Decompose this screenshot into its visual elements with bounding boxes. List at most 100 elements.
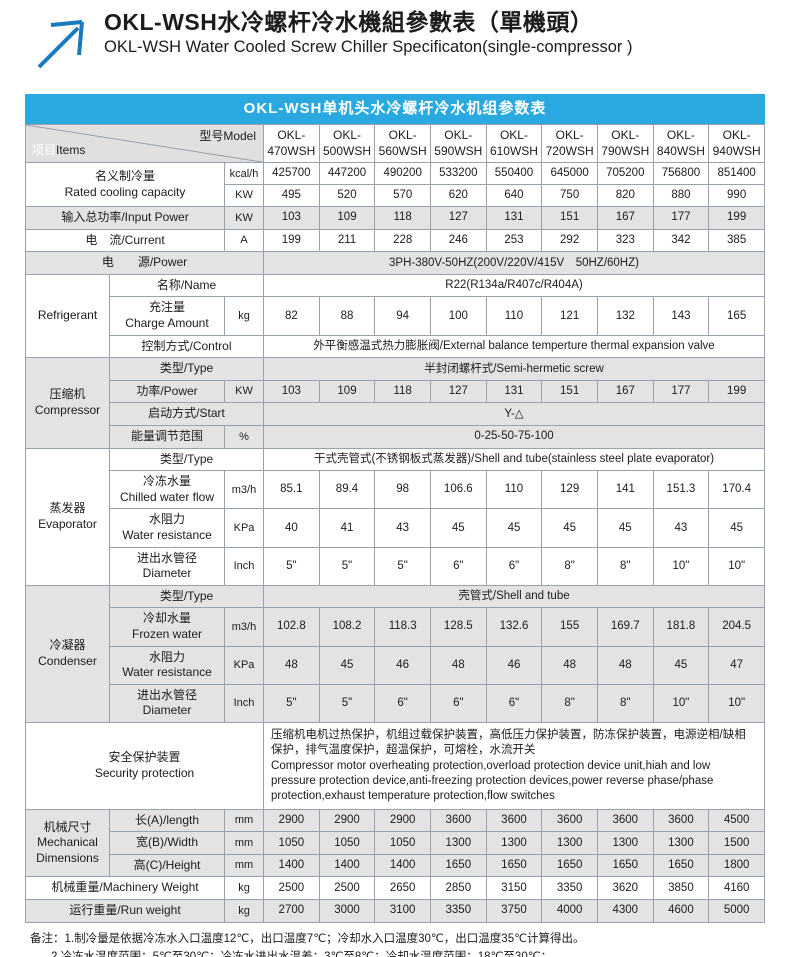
value-cell: 10" <box>652 683 710 723</box>
table-row: 水阻力 Water resistance KPa 48 45 46 48 46 48 48 45 47 <box>26 645 765 685</box>
row-label: 类型/Type <box>108 447 265 472</box>
unit-cell: A <box>223 228 265 253</box>
model-axis-label: 型号Model <box>199 129 257 143</box>
model-header: OKL- 590WSH <box>429 123 487 164</box>
value-cell: 155 <box>541 607 598 647</box>
group-label: 冷凝器 Condenser <box>25 584 110 723</box>
value-cell: 177 <box>652 379 710 404</box>
value-cell: 228 <box>374 228 431 253</box>
unit-cell: m3/h <box>223 607 265 647</box>
value-cell: 94 <box>374 296 431 336</box>
row-label: 名义制冷量 Rated cooling capacity <box>25 162 225 208</box>
row-label: 冷冻水量 Chilled water flow <box>109 470 225 510</box>
notes: 备注：1.制冷量是依据冷冻水入口温度12℃，出口温度7℃；冷却水入口温度30℃，… <box>30 930 775 957</box>
value-cell: 2900 <box>374 808 431 833</box>
value-cell: 128.5 <box>429 607 487 647</box>
value-cell: 45 <box>652 645 710 685</box>
value-cell: 151.3 <box>652 470 710 510</box>
model-header: OKL- 610WSH <box>485 123 543 164</box>
value-cell: 102.8 <box>263 607 320 647</box>
value-cell: 45 <box>485 508 543 548</box>
value-cell: 88 <box>318 296 376 336</box>
value-cell: 4000 <box>541 898 598 923</box>
table-row: 冷凝器 Condenser 类型/Type 壳管式/Shell and tube <box>25 584 765 723</box>
value-cell: 6" <box>374 683 431 723</box>
value-cell: 103 <box>263 379 320 404</box>
value-cell: 570 <box>374 184 431 208</box>
value-cell: 8" <box>541 546 598 586</box>
table-row: 能量调节范围% 0-25-50-75-100 <box>26 425 765 449</box>
unit-cell: kg <box>223 296 265 336</box>
value-cell: 5" <box>318 546 376 586</box>
unit-cell: kcal/h <box>223 162 265 186</box>
row-label: 高(C)/Height <box>109 853 225 878</box>
value-cell: 外平衡感温式热力膨胀阀/External balance temperture … <box>263 334 765 359</box>
row-label: 水阻力 Water resistance <box>109 645 225 685</box>
value-cell: 1650 <box>596 853 654 878</box>
value-cell: 1300 <box>596 831 654 855</box>
items-axis-label: 项目Items <box>32 143 85 159</box>
value-cell: 640 <box>485 184 543 208</box>
value-cell: 45 <box>708 508 765 548</box>
value-cell: 46 <box>485 645 543 685</box>
table-row: 充注量 Charge Amount kg 82 88 94 100 110 121 132 143 1… <box>26 296 765 336</box>
value-cell: 620 <box>429 184 487 208</box>
value-cell: R22(R134a/R407c/R404A) <box>263 273 765 298</box>
value-cell: 385 <box>708 228 765 253</box>
value-cell: 1300 <box>541 831 598 855</box>
value-cell: 118 <box>374 206 431 230</box>
value-cell: 169.7 <box>596 607 654 647</box>
unit-cell: % <box>223 425 265 449</box>
unit-cell: Inch <box>223 546 265 586</box>
row-label: 运行重量/Run weight <box>25 898 225 923</box>
value-cell: 100 <box>429 296 487 336</box>
table-row: 运行重量/Run weight kg 2700 3000 3100 3350 3750 400… <box>25 898 765 923</box>
value-cell: 705200 <box>596 162 654 186</box>
row-label: 进出水管径 Diameter <box>109 546 225 586</box>
diagonal-divider <box>26 125 264 163</box>
row-label: 名称/Name <box>108 273 265 298</box>
value-cell: 1650 <box>652 853 710 878</box>
value-cell: 45 <box>541 508 598 548</box>
model-header: OKL- 560WSH <box>374 123 431 164</box>
table-row: 进出水管径 Diameter Inch 5" 5" 6" 6" 6" 8" 8" 10" 10" <box>26 683 765 723</box>
table-row: 进出水管径 Diameter Inch 5" 5" 5" 6" 6" 8" 8" 10" 10" <box>26 546 765 586</box>
value-cell: 45 <box>318 645 376 685</box>
model-header: OKL- 500WSH <box>318 123 376 164</box>
unit-cell: Inch <box>223 683 265 723</box>
items-label-zh: 项目 <box>32 142 57 157</box>
value-cell: 108.2 <box>318 607 376 647</box>
value-cell: 253 <box>485 228 543 253</box>
value-cell: 5" <box>263 683 320 723</box>
value-cell: 756800 <box>652 162 710 186</box>
value-cell: 533200 <box>429 162 487 186</box>
unit-cell: mm <box>223 853 265 878</box>
value-cell: 127 <box>429 206 487 230</box>
value-cell: 4600 <box>652 898 710 923</box>
value-cell: 106.6 <box>429 470 487 510</box>
value-cell: 118.3 <box>374 607 431 647</box>
value-cell: 1400 <box>263 853 320 878</box>
group-label: 蒸发器 Evaporator <box>25 447 110 586</box>
value-cell: 820 <box>596 184 654 208</box>
value-cell: 204.5 <box>708 607 765 647</box>
value-cell: 6" <box>485 546 543 586</box>
value-cell: 110 <box>485 296 543 336</box>
value-cell: 1300 <box>429 831 487 855</box>
row-label: 安全保护装置 Security protection <box>24 721 265 810</box>
row-label: 类型/Type <box>108 357 265 381</box>
value-cell: 2650 <box>374 876 431 900</box>
value-cell: 3600 <box>596 808 654 833</box>
value-cell: 750 <box>541 184 598 208</box>
row-label: 能量调节范围 <box>109 425 225 449</box>
value-cell: 103 <box>263 206 320 230</box>
value-cell: 1650 <box>541 853 598 878</box>
spec-table-body: 名义制冷量 Rated cooling capacity kcal/h 425700 4… <box>24 162 765 923</box>
value-cell: 880 <box>652 184 710 208</box>
unit-cell: mm <box>223 831 265 855</box>
row-label: 长(A)/length <box>109 808 225 833</box>
value-cell: 1300 <box>485 831 543 855</box>
group-label: 压缩机 Compressor <box>25 357 110 449</box>
value-cell: 151 <box>541 206 598 230</box>
